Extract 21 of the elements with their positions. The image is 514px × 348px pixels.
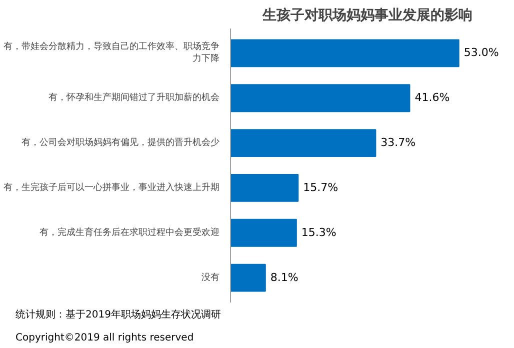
bar [230, 264, 266, 292]
bar [230, 129, 376, 158]
data-label: 53.0% [464, 46, 499, 60]
chart-title: 生孩子对职场妈妈事业发展的影响 [262, 6, 472, 24]
bar [230, 84, 410, 112]
data-label: 15.3% [301, 226, 336, 239]
data-label: 8.1% [270, 270, 298, 284]
text: 统计规则：基于2019年职场妈妈生存状况调研 [16, 308, 221, 320]
data-label: 15.7% [303, 180, 338, 194]
data-label: 33.7% [380, 136, 416, 150]
y-tick-label: 有，怀孕和生产期间错过了升职加薪的机会 [48, 92, 220, 104]
y-tick-label: 有，公司会对职场妈妈有偏见，提供的晋升机会少 [22, 137, 220, 148]
y-tick-label: 有，带娃会分散精力，导致自己的工作效率、职场竞争力下降 [4, 41, 220, 64]
bar [230, 218, 297, 247]
y-tick-label: 没有 [202, 272, 220, 283]
y-tick-label: 有，生完孩子后可以一心拼事业，事业进入快速上升期 [4, 182, 220, 193]
text: Copyright©2019 all rights reserved [16, 332, 194, 344]
y-tick-label: 有，完成生育任务后在求职过程中会更受欢迎 [40, 226, 220, 238]
data-label: 41.6% [414, 91, 450, 104]
bar [230, 39, 460, 68]
bar [230, 174, 299, 202]
